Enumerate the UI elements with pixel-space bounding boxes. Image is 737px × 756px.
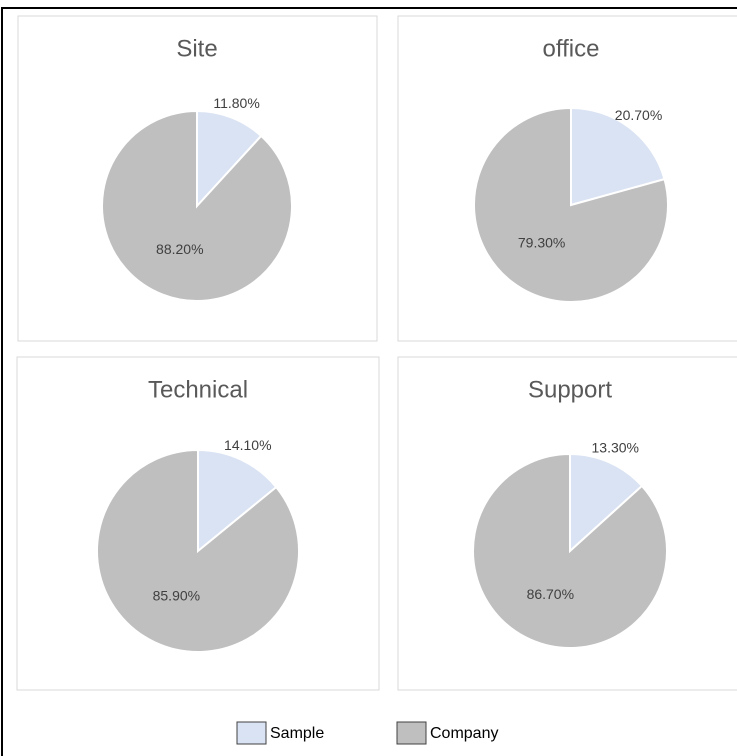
pie-slice xyxy=(101,109,293,302)
data-label: 86.70% xyxy=(527,586,574,602)
pie-slice xyxy=(473,106,669,303)
pie-slice xyxy=(197,448,278,554)
legend-label: Company xyxy=(430,725,498,742)
legend-swatch xyxy=(236,721,267,745)
chart-title: office xyxy=(543,35,600,62)
data-label: 20.70% xyxy=(615,107,662,123)
pie-slice xyxy=(196,109,263,209)
pie-slice xyxy=(472,452,668,649)
chart-title: Technical xyxy=(148,376,248,403)
legend-label: Sample xyxy=(270,725,324,742)
data-label: 11.80% xyxy=(213,95,259,111)
data-label: 85.90% xyxy=(153,587,200,603)
pie-slice xyxy=(96,448,300,653)
chart-title: Support xyxy=(528,376,612,403)
data-label: 13.30% xyxy=(592,440,639,456)
pie-slice xyxy=(569,452,644,554)
data-label: 14.10% xyxy=(224,437,271,453)
pie-slice xyxy=(570,106,666,207)
data-label: 88.20% xyxy=(156,241,203,257)
outer-frame xyxy=(1,7,737,756)
data-label: 79.30% xyxy=(518,234,565,250)
legend-swatch xyxy=(396,721,427,745)
chart-title: Site xyxy=(176,35,217,62)
